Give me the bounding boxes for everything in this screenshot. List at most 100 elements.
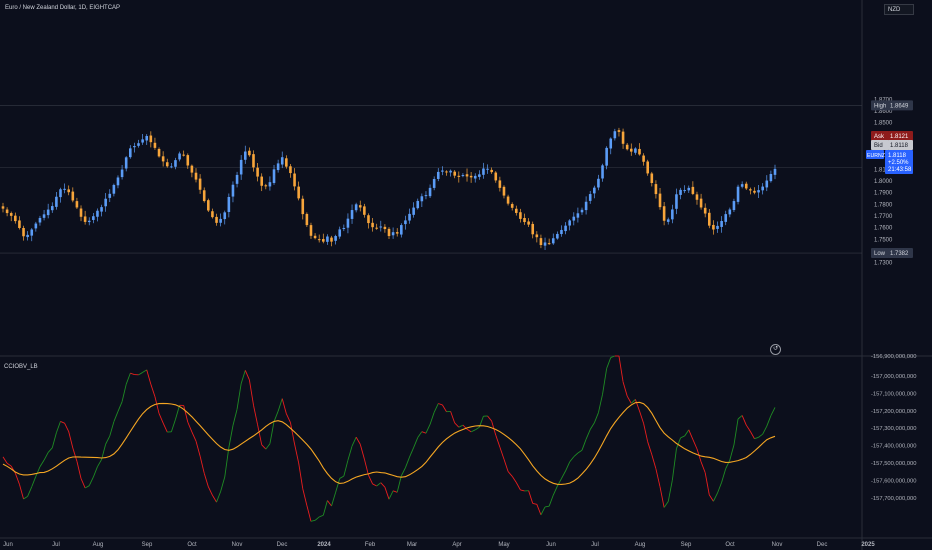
ask-badge-value-bg (888, 131, 913, 141)
oscillator-segment (187, 421, 193, 433)
oscillator-segment (745, 424, 751, 432)
candle-body (330, 237, 333, 242)
candle-body (305, 213, 309, 226)
oscillator-segment (762, 425, 768, 435)
oscillator-segment (306, 505, 312, 522)
candle-body (432, 179, 436, 188)
candle-body (354, 204, 358, 211)
oscillator-segment (80, 478, 86, 489)
oscillator-segment (39, 459, 45, 467)
candle-body (478, 174, 481, 177)
oscillator-segment (409, 447, 415, 458)
candle-body (703, 207, 707, 214)
oscillator-segment (585, 429, 591, 440)
oscillator-segment (552, 485, 558, 496)
oscillator-segment (630, 399, 636, 404)
oscillator-segment (150, 384, 156, 397)
oscillator-segment (121, 384, 127, 402)
oscillator-segment (277, 398, 283, 412)
candle-body (736, 186, 740, 202)
oscillator-segment (676, 437, 681, 449)
candle-body (593, 187, 596, 194)
candle-body (223, 212, 227, 220)
candle-body (116, 177, 120, 186)
oscillator-segment (729, 444, 735, 461)
oscillator-segment (626, 395, 632, 404)
oscillator-segment (269, 421, 275, 444)
price-tick-label: 1.8600 (874, 109, 893, 115)
oscillator-segment (97, 459, 102, 467)
candle-body (580, 209, 584, 213)
symbol-tag: EURNZD (867, 153, 889, 159)
candle-body (769, 174, 773, 182)
oscillator-segment (659, 486, 665, 508)
candle-body (34, 223, 38, 229)
oscillator-segment (396, 475, 402, 493)
oscillator-segment (610, 355, 616, 359)
candle-body (137, 143, 140, 146)
candle-body (535, 234, 539, 238)
candle-body (445, 171, 448, 173)
candle-body (461, 175, 465, 177)
oscillator-segment (248, 379, 254, 406)
high-badge-value: 1.8649 (890, 103, 909, 109)
oscillator-segment (244, 370, 250, 381)
price-tick-label: 1.8100 (874, 167, 893, 173)
indicator-title[interactable]: CCIOBV_LB (4, 364, 38, 370)
candle-body (395, 232, 399, 234)
oscillator-segment (212, 495, 217, 503)
oscillator-segment (692, 439, 698, 450)
oscillator-segment (667, 480, 673, 502)
oscillator-segment (322, 500, 328, 516)
high-badge-label: High (874, 103, 886, 109)
oscillator-segment (331, 492, 337, 507)
candle-body (112, 184, 116, 194)
oscillator-segment (138, 372, 143, 376)
oscillator-segment (495, 434, 501, 448)
oscillator-segment (294, 443, 300, 464)
oscillator-segment (565, 461, 571, 472)
candle-body (5, 209, 9, 214)
oscillator-segment (257, 424, 263, 445)
candle-body (71, 191, 75, 201)
candle-body (256, 167, 259, 177)
oscillator-segment (18, 484, 24, 500)
candles (1, 127, 777, 251)
candle-body (584, 201, 588, 211)
candle-body (473, 175, 477, 179)
candle-body (707, 212, 711, 226)
oscillator-segment (175, 405, 181, 420)
price-tick-label: 1.7600 (874, 226, 893, 232)
candle-body (617, 130, 621, 132)
oscillator-segment (273, 411, 279, 422)
time-axis-label: Sep (142, 542, 153, 548)
oscillator-segment (207, 486, 213, 496)
candle-body (375, 227, 378, 229)
candle-body (716, 225, 719, 229)
candle-body (202, 190, 206, 202)
oscillator-segment (413, 437, 419, 448)
candle-body (601, 165, 604, 179)
candle-body (691, 186, 695, 194)
oscillator-segment (400, 467, 406, 477)
oscillator-segment (556, 478, 562, 487)
candle-body (1, 206, 5, 209)
time-axis-label: Jul (52, 542, 60, 548)
currency-selector[interactable]: NZD (884, 4, 914, 15)
oscillator-segment (532, 503, 537, 505)
candle-body (543, 242, 547, 246)
oscillator-segment (363, 458, 369, 476)
oscillator-segment (503, 458, 509, 472)
candle-body (728, 209, 732, 215)
candle-body (588, 194, 592, 201)
candle-body (482, 168, 485, 175)
time-axis-label: Nov (772, 542, 783, 548)
oscillator-segment (655, 468, 661, 487)
replay-icon[interactable]: ↺ (770, 344, 781, 355)
price-tick-label: 1.8000 (874, 179, 893, 185)
ask-badge-label: Ask (874, 134, 885, 140)
oscillator-segment (474, 426, 480, 431)
candle-body (699, 198, 703, 208)
oscillator-segment (14, 473, 20, 485)
